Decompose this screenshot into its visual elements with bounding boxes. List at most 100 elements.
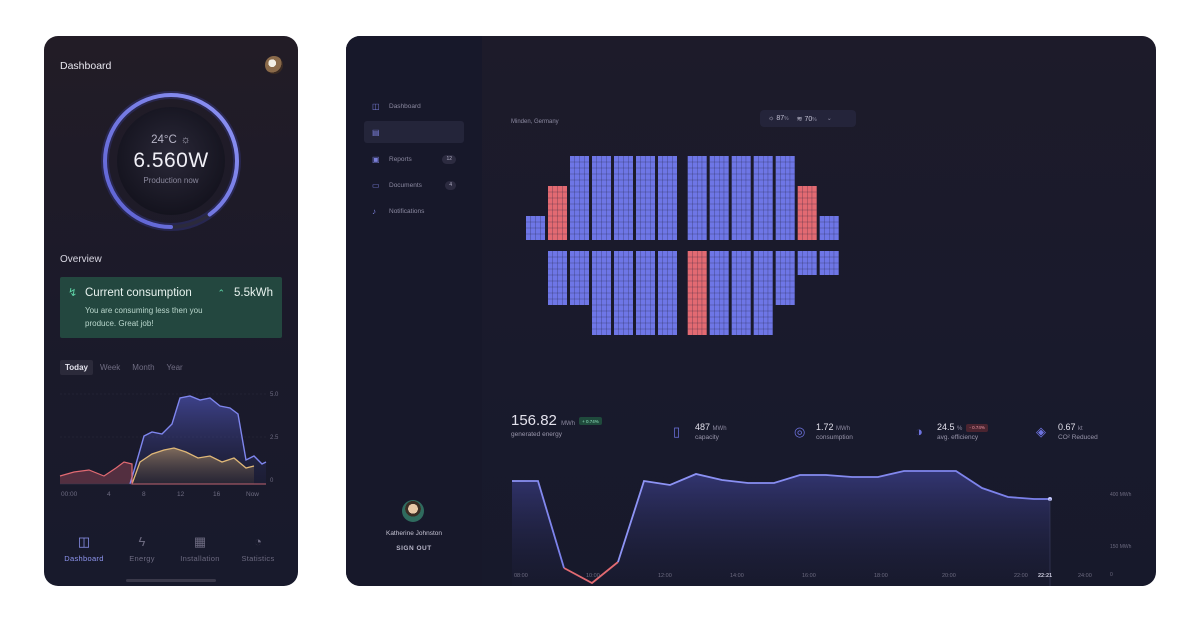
nav-dashboard[interactable]: ◫ Dashboard	[54, 534, 114, 563]
sidebar-item-label: Documents	[389, 181, 422, 189]
gauge-core	[117, 107, 225, 215]
x-tick-current: 22:21	[1038, 573, 1052, 579]
chevron-up-icon: ⌃	[217, 288, 225, 298]
dashboard-icon: ◫	[77, 534, 91, 549]
weather-dropdown[interactable]: ☼ 87% ≋ 70% ⌄	[760, 110, 856, 127]
solar-panel[interactable]	[636, 251, 655, 335]
x-tick: 16	[213, 491, 221, 498]
gauge-icon: ◔	[254, 534, 262, 549]
grid-icon: ▦	[193, 534, 207, 549]
stat-label: capacity	[695, 434, 719, 441]
stat-label: consumption	[816, 434, 853, 441]
document-icon: ▭	[372, 180, 380, 190]
energy-area	[512, 471, 1050, 586]
solar-panel[interactable]	[753, 156, 773, 240]
sign-out-button[interactable]: SIGN OUT	[396, 545, 432, 552]
x-tick: 22:00	[1014, 573, 1028, 579]
sun-indicator: ☼ 87%	[768, 115, 789, 122]
solar-panel[interactable]	[548, 251, 567, 305]
x-tick: 18:00	[874, 573, 888, 579]
x-tick: 14:00	[730, 573, 744, 579]
user-name: Katherine Johnston	[385, 530, 442, 537]
solar-panel-alert[interactable]	[797, 186, 817, 240]
solar-panel[interactable]	[526, 216, 545, 240]
sidebar-item-reports[interactable]: ▣ Reports 12	[364, 148, 464, 170]
solar-panel[interactable]	[658, 251, 677, 335]
tab-today[interactable]: Today	[60, 360, 93, 375]
sidebar: ◫ Dashboard ▤ ▣ Reports 12 ▭ Documents 4…	[346, 36, 482, 586]
temperature-value: 24°C	[151, 134, 177, 146]
tablet-app: ◫ Dashboard ▤ ▣ Reports 12 ▭ Documents 4…	[346, 36, 1156, 586]
stat-value: 1.72 MWh	[816, 422, 853, 432]
solar-panel[interactable]	[753, 251, 773, 335]
efficiency-unit: %	[957, 426, 963, 432]
phone-app: Dashboard 24°C ☼ 6.560W Production now Ov…	[44, 36, 298, 586]
nav-statistics[interactable]: ◔ Statistics	[228, 534, 288, 563]
avatar[interactable]	[265, 56, 283, 74]
solar-panel[interactable]	[658, 156, 677, 240]
solar-panel[interactable]	[636, 156, 655, 240]
solar-panel[interactable]	[614, 156, 633, 240]
home-indicator	[126, 579, 216, 582]
consumption-card[interactable]: ↯ Current consumption ⌃ 5.5kWh You are c…	[60, 277, 282, 338]
nav-label: Energy	[129, 554, 155, 563]
location-label: Minden, Germany	[511, 119, 559, 125]
avatar[interactable]	[402, 500, 424, 522]
stat-consumption: ◎ 1.72 MWh consumption	[794, 422, 853, 441]
nav-energy[interactable]: ϟ Energy	[112, 534, 172, 563]
stat-efficiency: ◑ 24.5 % - 0.74% avg. efficiency	[915, 422, 988, 441]
energy-chart: 400 MWh 150 MWh 0 08:00 10:00 12:00 14:0…	[512, 470, 1132, 586]
solar-panel[interactable]	[709, 156, 729, 240]
solar-panel[interactable]	[570, 251, 589, 305]
energy-line	[617, 470, 1050, 563]
sidebar-item-installation[interactable]: ▤	[364, 121, 464, 143]
sidebar-item-label: Dashboard	[389, 102, 421, 110]
solar-panel[interactable]	[592, 156, 611, 240]
energy-value: 156.82	[511, 412, 557, 429]
solar-panel[interactable]	[819, 216, 839, 240]
sidebar-item-label: Notifications	[389, 207, 425, 215]
stat-label: avg. efficiency	[937, 434, 979, 441]
tab-week[interactable]: Week	[99, 363, 121, 372]
x-tick: 16:00	[802, 573, 816, 579]
count-badge: 4	[445, 180, 456, 190]
production-value: 6.560W	[133, 149, 209, 172]
x-tick: 8	[142, 491, 146, 498]
solar-panel[interactable]	[709, 251, 729, 335]
tab-month[interactable]: Month	[132, 363, 155, 372]
sun-icon: ☼	[768, 115, 775, 122]
nav-installation[interactable]: ▦ Installation	[170, 534, 230, 563]
y-tick: 400 MWh	[1110, 492, 1132, 498]
energy-dip-line	[563, 561, 619, 585]
count-badge: 12	[442, 154, 456, 164]
temperature: 24°C ☼	[44, 134, 298, 146]
sidebar-item-notifications[interactable]: ♪ Notifications	[364, 200, 464, 222]
solar-panel[interactable]	[731, 251, 751, 335]
production-line	[129, 395, 267, 485]
solar-panel[interactable]	[614, 251, 633, 335]
sidebar-item-dashboard[interactable]: ◫ Dashboard	[364, 95, 464, 117]
plug-icon: ↯	[68, 287, 78, 299]
solar-panel[interactable]	[775, 156, 795, 240]
solar-panel[interactable]	[687, 156, 707, 240]
solar-panel[interactable]	[797, 251, 817, 275]
solar-panel[interactable]	[570, 156, 589, 240]
stat-capacity: ▯ 487 MWh capacity	[673, 422, 727, 441]
solar-panel[interactable]	[819, 251, 839, 275]
change-badge: + 0.74%	[579, 417, 602, 426]
stat-co2: ◈ 0.67 kt CO² Reduced	[1036, 422, 1098, 441]
solar-panel-alert[interactable]	[548, 186, 567, 240]
tab-year[interactable]: Year	[166, 363, 183, 372]
stat-generated-energy: 156.82 MWh + 0.74% generated energy	[511, 412, 602, 438]
solar-panel[interactable]	[775, 251, 795, 305]
solar-panel[interactable]	[731, 156, 751, 240]
x-tick: 00:00	[61, 491, 78, 498]
wind-value: 70	[804, 115, 813, 123]
x-tick: 20:00	[942, 573, 956, 579]
sidebar-item-documents[interactable]: ▭ Documents 4	[364, 174, 464, 196]
gauge-arc	[103, 93, 239, 229]
stat-label: generated energy	[511, 431, 562, 438]
nav-label: Dashboard	[64, 554, 104, 563]
solar-panel[interactable]	[592, 251, 611, 335]
solar-panel-alert[interactable]	[687, 251, 707, 335]
